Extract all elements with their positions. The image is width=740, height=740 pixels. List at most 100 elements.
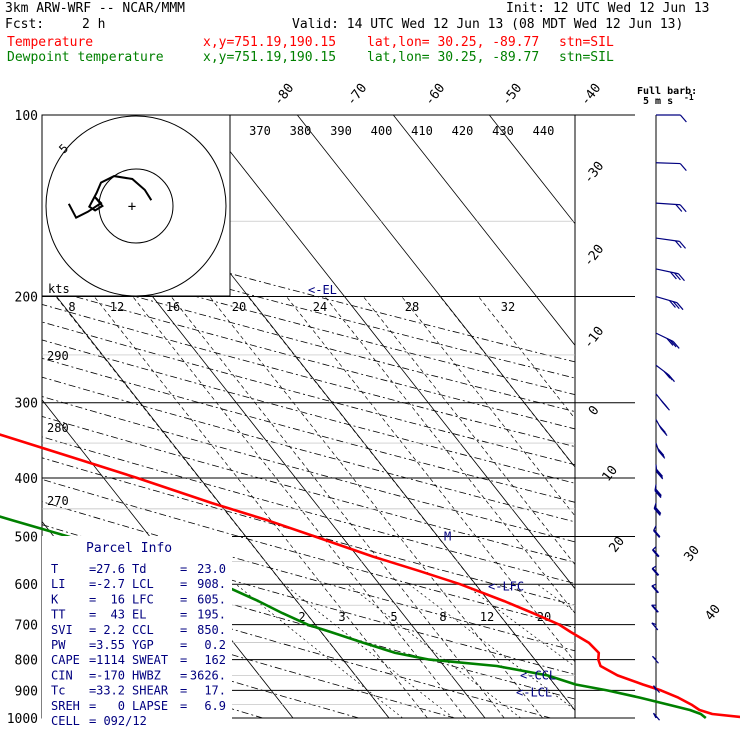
wind-barb — [655, 393, 670, 411]
parcel-value-svi: 2.2 — [103, 623, 125, 637]
isotherm-label--60: -60 — [422, 81, 448, 109]
wind-barb-flag — [651, 622, 659, 631]
parcel-value-lcl: 908. — [197, 577, 226, 591]
parcel-key-cin: CIN — [51, 668, 73, 682]
isotherm-label-40: 40 — [703, 602, 724, 624]
annotation-ccl: <-CCL — [520, 668, 556, 682]
isotherm-label-30: 30 — [682, 543, 703, 565]
wind-barb — [655, 237, 686, 249]
parcel-key-shear: SHEAR — [132, 684, 169, 698]
annotation-m: M — [444, 529, 451, 543]
wind-barb-shaft — [655, 162, 681, 165]
parcel-value-cape: 1114 — [96, 653, 125, 667]
hodograph-ring-inner — [98, 168, 174, 244]
isotherm — [0, 115, 5, 718]
wind-barb-flag — [660, 399, 668, 408]
parcel-key-t: T — [51, 562, 58, 576]
legend-temperature-xy: x,y=751.19,190.15 — [203, 35, 337, 50]
pressure-label-100: 100 — [15, 109, 38, 124]
mixing-ratio-line — [464, 583, 575, 668]
isotherm — [200, 115, 575, 590]
parcel-key-sweat: SWEAT — [132, 653, 168, 667]
wind-barb-flag — [673, 272, 681, 281]
wind-barb-flag — [669, 271, 677, 280]
parcel-value-sweat: 162 — [204, 653, 226, 667]
parcel-equals: = — [89, 592, 96, 606]
wind-barb-flag — [652, 549, 659, 558]
wind-barb — [656, 114, 687, 123]
legend-temperature-label: Temperature — [7, 35, 94, 50]
theta-label-440: 440 — [533, 124, 555, 138]
parcel-equals: = — [180, 638, 187, 652]
parcel-key-hwbz: HWBZ — [132, 668, 161, 682]
mixing-ratio-line — [283, 583, 454, 719]
wind-barb-flag — [656, 470, 664, 479]
parcel-value-lfc: 605. — [197, 592, 226, 606]
wind-barb — [652, 546, 660, 558]
hodograph-tick-8: 8 — [68, 300, 75, 314]
moist-adiabat — [439, 296, 575, 468]
wind-barb-flag — [653, 685, 660, 693]
wind-barb — [655, 162, 687, 171]
parcel-key-ygp: YGP — [132, 638, 154, 652]
wind-barb-flag — [654, 506, 662, 514]
wind-barb-flag — [651, 604, 659, 613]
parcel-value-td: 23.0 — [197, 562, 226, 576]
wind-barb — [655, 442, 666, 459]
wind-barb-flag — [672, 301, 680, 309]
parcel-equals: = — [180, 562, 187, 576]
parcel-equals: = — [89, 699, 96, 713]
parcel-value-li: -2.7 — [96, 577, 125, 591]
legend-dewpoint-xy: x,y=751.19,190.15 — [203, 50, 337, 65]
parcel-equals: = — [180, 699, 187, 713]
legend-dewpoint-latlon: lat,lon= 30.25, -89.77 — [367, 50, 540, 65]
hodograph-tick-24: 24 — [313, 300, 327, 314]
wind-barb-flag — [653, 529, 661, 538]
parcel-value-pw: 3.55 — [96, 638, 125, 652]
parcel-value-cin: -170 — [96, 668, 125, 682]
wind-barb-flag — [654, 507, 661, 515]
wind-barb-flag — [656, 468, 663, 477]
parcel-value-k: 16 — [111, 592, 125, 606]
parcel-equals: = — [180, 684, 187, 698]
pressure-label-500: 500 — [15, 530, 38, 545]
wind-barb — [655, 419, 668, 437]
wind-barb — [651, 604, 659, 613]
wind-barb-flag — [654, 489, 662, 497]
moist-adiabat — [247, 296, 575, 711]
parcel-key-pw: PW — [51, 638, 66, 652]
dry-adiabat-label-290: 290 — [47, 349, 69, 363]
wind-barb-flag — [654, 490, 662, 499]
mixing-ratio-label-2: 2 — [298, 610, 305, 624]
theta-label-380: 380 — [290, 124, 312, 138]
parcel-value-t: 27.6 — [96, 562, 125, 576]
mixing-ratio-label-5: 5 — [390, 610, 397, 624]
parcel-value-tc: 33.2 — [96, 684, 125, 698]
parcel-equals: = — [89, 668, 96, 682]
wind-barb — [652, 685, 660, 693]
wind-barb — [651, 565, 660, 577]
parcel-key-el: EL — [132, 608, 146, 622]
wind-barb-flag — [653, 508, 661, 516]
mixing-ratio-line — [408, 583, 575, 711]
parcel-equals: = — [89, 714, 96, 728]
parcel-equals: = — [180, 653, 187, 667]
moist-adiabat — [401, 296, 575, 517]
wind-barb-flag — [679, 204, 687, 213]
isotherm-label--50: -50 — [499, 81, 525, 109]
forecast-label: Fcst: — [5, 17, 45, 32]
hodograph-box — [41, 114, 231, 297]
parcel-key-lcl: LCL — [132, 577, 154, 591]
parcel-equals: = — [180, 668, 187, 682]
isotherm-label--40: -40 — [578, 81, 604, 109]
parcel-key-cape: CAPE — [51, 653, 80, 667]
hodograph-tick-28: 28 — [405, 300, 419, 314]
isotherm — [488, 115, 575, 225]
parcel-value-sreh: 0 — [118, 699, 125, 713]
parcel-equals: = — [180, 592, 187, 606]
mixing-ratio-label-3: 3 — [338, 610, 345, 624]
wind-barb-flag — [668, 374, 675, 383]
parcel-value-hwbz: 3626. — [190, 668, 226, 682]
hodograph-unit-label: kts — [48, 282, 70, 296]
hodograph-center-icon: + — [128, 199, 136, 215]
